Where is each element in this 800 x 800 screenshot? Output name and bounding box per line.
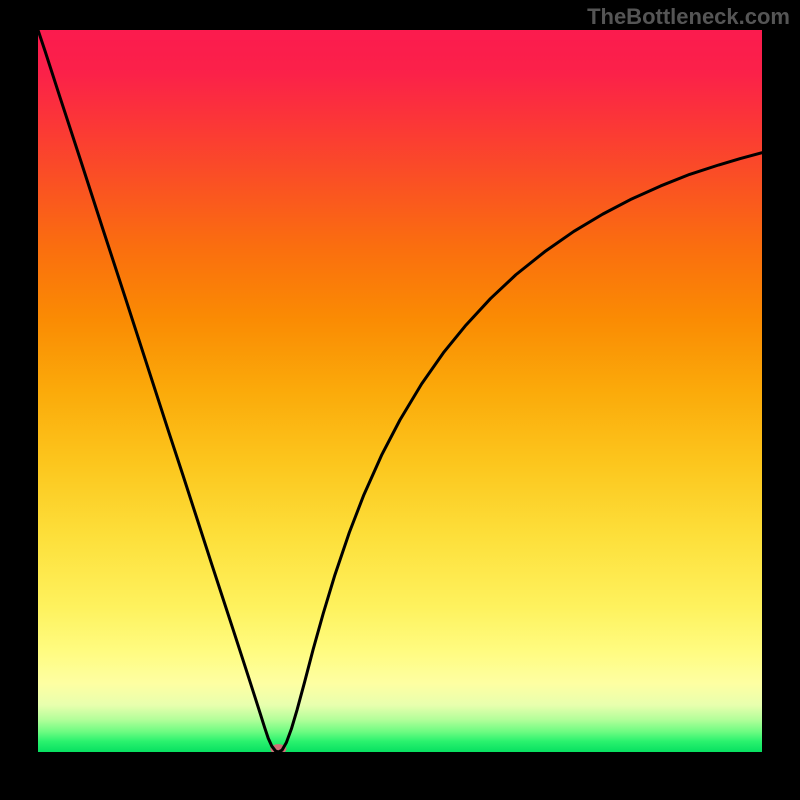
watermark-text: TheBottleneck.com <box>587 4 790 30</box>
gradient-background <box>38 30 762 752</box>
bottleneck-chart <box>0 0 800 800</box>
